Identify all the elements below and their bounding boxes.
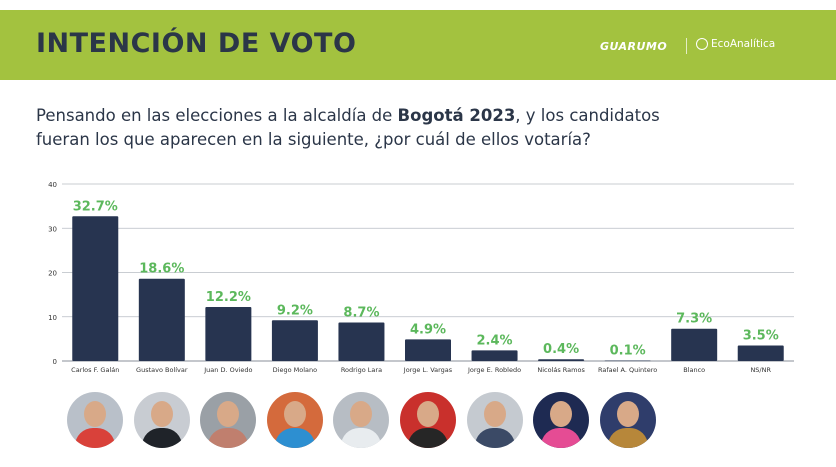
face-shape (616, 401, 639, 427)
shirt-shape (607, 428, 648, 448)
brand-divider (686, 38, 687, 54)
category-label: Jorge L. Vargas (403, 366, 453, 374)
category-label: Nicolás Ramos (537, 366, 585, 374)
bar (205, 307, 252, 361)
data-label: 18.6% (139, 262, 184, 277)
avatar-nicolas-ramos (533, 392, 590, 448)
category-label: Blanco (683, 366, 705, 374)
y-tick-label: 10 (48, 314, 57, 322)
guarumo-logo: GUARUMO (600, 40, 668, 53)
category-label: Gustavo Bolívar (136, 366, 188, 374)
y-tick-label: 0 (53, 358, 57, 366)
bar (471, 350, 518, 361)
face-shape (483, 401, 506, 427)
category-label: Rafael A. Quintero (598, 366, 657, 374)
data-label: 32.7% (73, 199, 118, 214)
category-label: NS/NR (750, 366, 771, 374)
shirt-shape (408, 428, 448, 448)
bar (338, 322, 385, 361)
bar (138, 278, 185, 361)
shirt-shape (208, 428, 249, 448)
category-label: Juan D. Oviedo (203, 366, 252, 374)
face-shape (217, 401, 240, 427)
avatar-rafael-quintero (599, 392, 656, 448)
header-bar: INTENCIÓN DE VOTO GUARUMO EcoAnalítica (0, 10, 836, 80)
data-label: 3.5% (743, 329, 779, 344)
shirt-shape (75, 428, 116, 448)
avatar-jorge-robledo (466, 392, 523, 448)
shirt-shape (141, 428, 182, 448)
shirt-shape (341, 428, 382, 448)
avatar-jorge-vargas (400, 392, 456, 448)
bar (271, 320, 318, 361)
data-label: 0.4% (543, 342, 579, 357)
face-shape (283, 401, 306, 427)
bar (671, 328, 718, 361)
data-label: 8.7% (343, 306, 379, 321)
ecoanalitica-icon (696, 38, 708, 50)
shirt-shape (274, 428, 315, 448)
survey-question: Pensando en las elecciones a la alcaldía… (36, 104, 696, 152)
question-text-1: Pensando en las elecciones a la alcaldía… (36, 106, 398, 125)
ecoanalitica-label: EcoAnalítica (711, 38, 776, 50)
candidate-photos (0, 392, 836, 452)
face-shape (84, 401, 107, 427)
avatar-juan-oviedo (200, 392, 257, 448)
page-title: INTENCIÓN DE VOTO (36, 28, 357, 59)
avatar-rodrigo-lara (333, 392, 390, 448)
bar (538, 359, 585, 361)
data-label: 9.2% (277, 303, 313, 318)
data-label: 7.3% (676, 312, 712, 327)
face-shape (350, 401, 373, 427)
face-shape (150, 401, 173, 427)
question-text-2: , y los candidatos fueran los que aparec… (36, 106, 660, 149)
shirt-shape (474, 428, 515, 448)
y-tick-label: 20 (48, 270, 57, 278)
bar (72, 216, 119, 361)
shirt-shape (541, 428, 582, 448)
face-shape (550, 401, 573, 427)
bar (604, 360, 651, 362)
data-label: 2.4% (477, 333, 513, 348)
category-label: Diego Molano (273, 366, 317, 374)
avatar-carlos-galan (67, 392, 124, 448)
question-bold: Bogotá 2023 (397, 106, 516, 125)
category-label: Jorge E. Robledo (467, 366, 521, 374)
avatar-diego-molano (266, 392, 323, 448)
avatar-gustavo-bolivar (133, 392, 190, 448)
y-tick-label: 40 (48, 181, 57, 189)
category-label: Rodrigo Lara (341, 366, 382, 374)
data-label: 12.2% (206, 290, 251, 305)
bar (737, 345, 784, 361)
category-label: Carlos F. Galán (71, 366, 119, 374)
face-shape (417, 401, 439, 427)
ecoanalitica-logo: EcoAnalítica (696, 38, 775, 50)
bar (405, 339, 451, 361)
data-label: 4.9% (410, 322, 446, 337)
data-label: 0.1% (610, 344, 646, 359)
bar-chart: 0 10 20 30 40 32.7% 18.6% 12.2% 9.2% 8.7% 4.9% 2.4… (48, 181, 794, 374)
y-tick-label: 30 (48, 225, 57, 233)
